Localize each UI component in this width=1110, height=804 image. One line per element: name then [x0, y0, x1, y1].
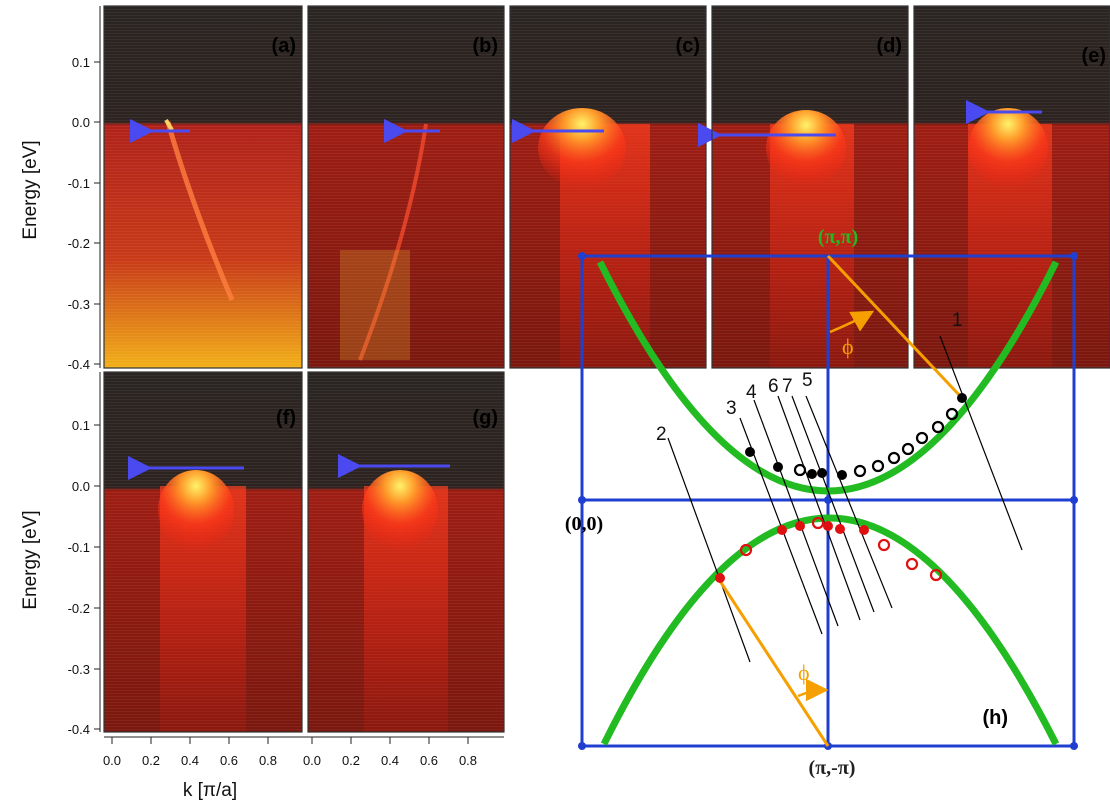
x-axis-title: k [π/a] — [183, 780, 237, 801]
panel-d: (d) — [698, 5, 909, 369]
cut-label-3: 3 — [726, 398, 737, 419]
y-tick: 0.0 — [72, 115, 90, 130]
phi-symbol-upper: ϕ — [842, 334, 854, 359]
panel-label-g: (g) — [472, 407, 498, 429]
panel-label-e: (e) — [1082, 45, 1106, 67]
x-tick: 0.2 — [142, 753, 160, 768]
x-tick: 0.6 — [220, 753, 238, 768]
y-axis-top: 0.1 0.0 -0.1 -0.2 -0.3 -0.4 Energy [eV] — [20, 6, 101, 372]
corner-label-pi-pi: (π,π) — [818, 226, 858, 248]
panel-g: (g) — [307, 371, 505, 733]
cut-direction-upper — [826, 254, 964, 400]
x-tick: 0.8 — [259, 753, 277, 768]
angle-arc-upper — [829, 310, 875, 334]
y-tick: 0.0 — [72, 479, 90, 494]
y-axis-bottom: 0.1 0.0 -0.1 -0.2 -0.3 -0.4 Energy [eV] — [20, 372, 101, 737]
y-tick: 0.1 — [72, 418, 90, 433]
y-tick: -0.1 — [68, 176, 90, 191]
y-tick: -0.2 — [68, 236, 90, 251]
x-tick: 0.4 — [181, 753, 199, 768]
cut-label-7: 7 — [782, 376, 793, 397]
panel-e: (e) — [913, 5, 1110, 369]
cut-label-1: 1 — [952, 310, 963, 331]
corner-label-origin: (0,0) — [565, 513, 603, 535]
x-tick: 0.0 — [303, 753, 321, 768]
cut-label-6: 6 — [768, 376, 779, 397]
panel-label-b: (b) — [472, 35, 498, 57]
cut-direction-lower — [716, 577, 830, 747]
panel-b: (b) — [307, 5, 505, 369]
fermi-surface-lower — [600, 514, 1060, 746]
y-tick: -0.2 — [68, 601, 90, 616]
panel-label-d: (d) — [876, 35, 902, 57]
corner-label-pi-minus-pi: (π,-π) — [809, 757, 856, 779]
x-tick: 0.8 — [459, 753, 477, 768]
brillouin-zone-panel: 1 2 3 4 6 7 5 ϕ ϕ — [565, 226, 1078, 779]
y-tick: 0.1 — [72, 55, 90, 70]
y-tick: -0.4 — [68, 357, 90, 372]
y-tick: -0.3 — [68, 662, 90, 677]
panel-c: (c) — [509, 5, 707, 369]
panel-label-c: (c) — [676, 35, 700, 57]
x-tick: 0.2 — [342, 753, 360, 768]
panel-f: (f) — [103, 371, 303, 733]
x-axis: 0.0 0.2 0.4 0.6 0.8 0.0 0.2 0.4 0.6 0.8 … — [103, 736, 504, 801]
y-axis-title: Energy [eV] — [20, 140, 41, 239]
panel-label-a: (a) — [272, 35, 296, 57]
panel-label-h: (h) — [982, 707, 1008, 729]
x-tick: 0.4 — [381, 753, 399, 768]
upper-gap-points — [745, 393, 967, 480]
y-tick: -0.4 — [68, 722, 90, 737]
cut-label-4: 4 — [746, 382, 757, 403]
cut-label-2: 2 — [656, 424, 667, 445]
y-tick: -0.3 — [68, 297, 90, 312]
y-tick: -0.1 — [68, 540, 90, 555]
cut-label-5: 5 — [802, 370, 813, 391]
x-tick: 0.0 — [103, 753, 121, 768]
angle-arc-lower — [797, 678, 829, 702]
phi-symbol-lower: ϕ — [798, 660, 810, 685]
lower-gap-points — [715, 516, 943, 583]
y-axis-title: Energy [eV] — [20, 510, 41, 609]
x-tick: 0.6 — [420, 753, 438, 768]
panel-a: (a) — [103, 5, 303, 369]
panel-label-f: (f) — [276, 407, 296, 429]
